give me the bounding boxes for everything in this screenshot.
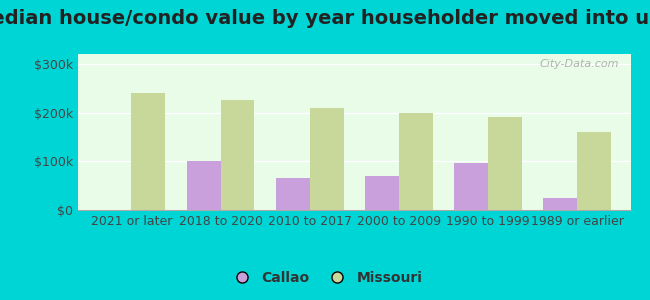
Bar [187, 161, 220, 210]
Bar [131, 93, 165, 210]
Text: Median house/condo value by year householder moved into unit: Median house/condo value by year househo… [0, 9, 650, 28]
Bar [365, 176, 399, 210]
Text: City-Data.com: City-Data.com [540, 59, 619, 69]
Bar [309, 108, 344, 210]
Bar [276, 178, 309, 210]
Bar [399, 112, 433, 210]
Bar [488, 117, 522, 210]
Legend: Callao, Missouri: Callao, Missouri [222, 265, 428, 290]
Bar [220, 100, 254, 210]
Bar [577, 132, 611, 210]
Bar [454, 163, 488, 210]
Bar [543, 198, 577, 210]
